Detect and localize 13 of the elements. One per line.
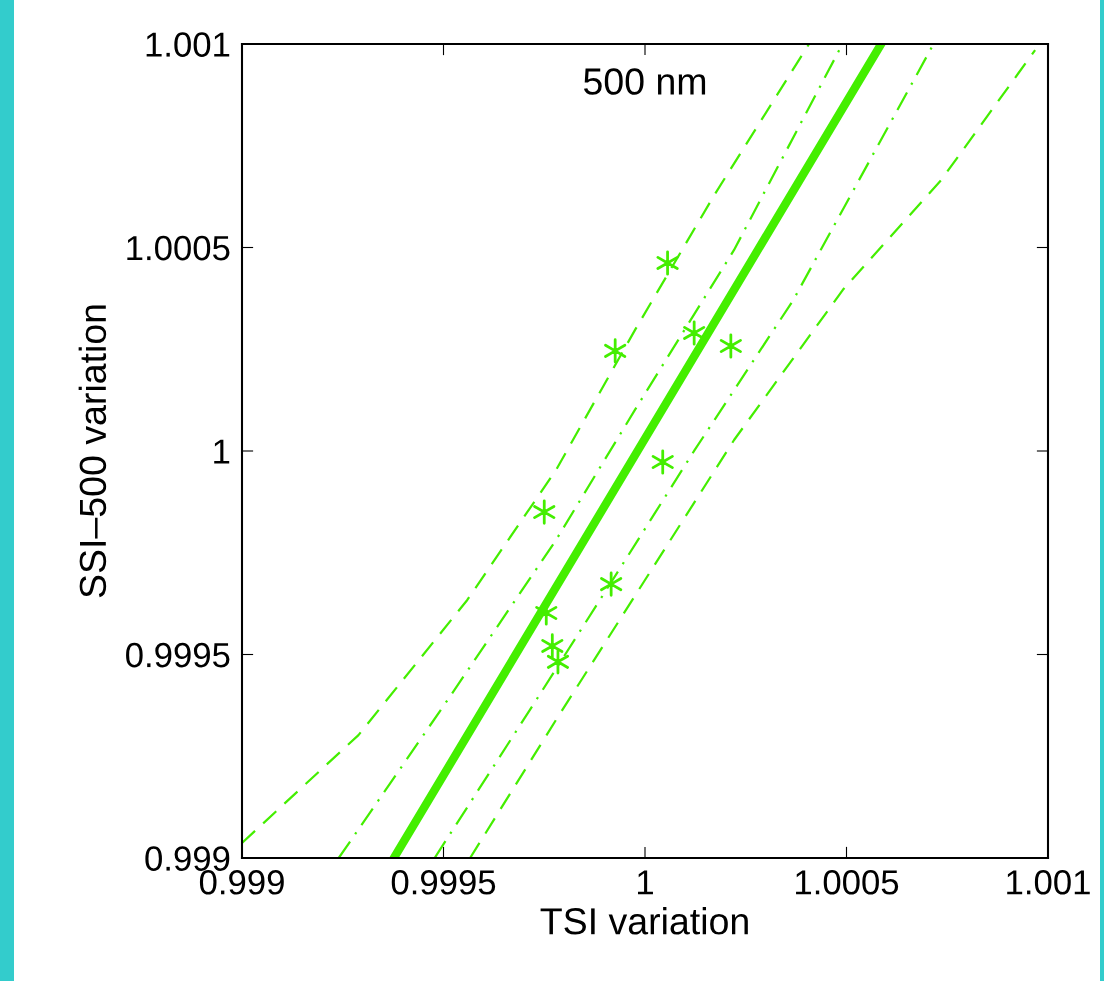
y-tick-label: 0.9995 <box>126 642 230 668</box>
x-tick-label: 0.999 <box>199 870 284 895</box>
y-axis-title: SSI–500 variation <box>78 305 107 598</box>
y-tick-label: 1.0005 <box>127 235 230 261</box>
x-tick-label: 1 <box>637 870 653 895</box>
annotation: 500 nm <box>583 68 706 95</box>
x-tick-label: 1.0005 <box>796 870 899 895</box>
y-tick-label: 1.001 <box>146 32 230 57</box>
x-axis-title: TSI variation <box>540 907 748 935</box>
y-tick-label: 0.999 <box>145 846 230 871</box>
x-tick-label: 0.9995 <box>391 870 496 895</box>
x-tick-label: 1.001 <box>1007 870 1090 895</box>
y-tick-label: 1 <box>214 439 230 464</box>
